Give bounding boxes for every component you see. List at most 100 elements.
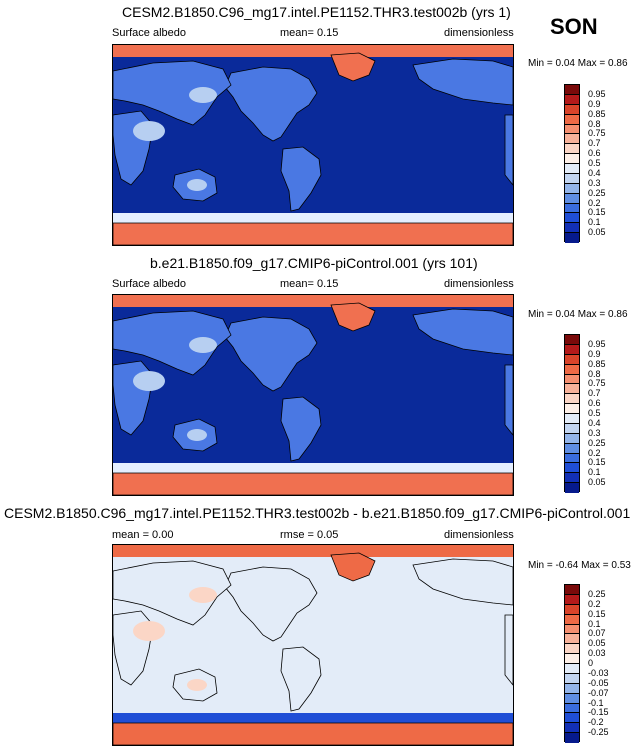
panel1-mean-label: mean= 0.15 bbox=[280, 27, 339, 39]
colorbar-swatch bbox=[565, 703, 579, 714]
colorbar-swatch bbox=[565, 453, 579, 464]
panel1-title: CESM2.B1850.C96_mg17.intel.PE1152.THR3.t… bbox=[122, 4, 511, 20]
season-label: SON bbox=[550, 14, 598, 39]
colorbar-tick-label: 0.15 bbox=[588, 608, 606, 619]
colorbar-swatch bbox=[565, 664, 579, 674]
colorbar-tick-label: 0.25 bbox=[588, 588, 606, 599]
australia-patch bbox=[187, 179, 207, 191]
colorbar-tick-label: 0.1 bbox=[588, 467, 601, 478]
colorbar-swatch bbox=[565, 624, 579, 635]
colorbar-swatch bbox=[565, 203, 579, 214]
panel1-colorbar bbox=[564, 84, 580, 243]
colorbar-swatch bbox=[565, 394, 579, 405]
central-asia-patch bbox=[189, 337, 217, 353]
colorbar-tick-label: -0.15 bbox=[588, 707, 609, 718]
colorbar-tick-label: 0.4 bbox=[588, 167, 601, 178]
colorbar-swatch bbox=[565, 594, 579, 605]
australia-patch bbox=[187, 429, 207, 441]
continent-antarctica bbox=[113, 472, 513, 495]
colorbar-swatch bbox=[565, 604, 579, 615]
panel3-map bbox=[112, 544, 514, 746]
continent-greenland bbox=[330, 302, 376, 332]
colorbar-tick-label: 0.07 bbox=[588, 628, 606, 639]
colorbar-swatch bbox=[565, 404, 579, 414]
panel1-map bbox=[112, 44, 514, 246]
sahara-patch bbox=[133, 121, 165, 141]
panel3-mean-label: mean = 0.00 bbox=[112, 529, 174, 541]
sahara-patch bbox=[133, 371, 165, 391]
colorbar-tick-label: 0.2 bbox=[588, 197, 601, 208]
panel3-units-label: dimensionless bbox=[444, 529, 514, 541]
colorbar-tick-label: 0.5 bbox=[588, 408, 601, 418]
colorbar-tick-label: 0.03 bbox=[588, 648, 606, 659]
colorbar-swatch bbox=[565, 374, 579, 385]
panel3-minmax: Min = -0.64 Max = 0.53 bbox=[528, 560, 631, 571]
colorbar-swatch bbox=[565, 585, 579, 595]
colorbar-tick-label: -0.1 bbox=[588, 697, 604, 708]
continent-southAmerica bbox=[280, 146, 322, 212]
panel2-minmax: Min = 0.04 Max = 0.86 bbox=[528, 309, 628, 320]
continent-eurasia bbox=[113, 58, 513, 126]
panel3-rmse-label: rmse = 0.05 bbox=[280, 529, 339, 541]
central-asia-patch bbox=[189, 587, 217, 603]
southern-seaice-band bbox=[113, 713, 513, 723]
continent-africa bbox=[113, 110, 513, 186]
colorbar-swatch bbox=[565, 634, 579, 645]
colorbar-swatch bbox=[565, 733, 579, 743]
panel1-minmax: Min = 0.04 Max = 0.86 bbox=[528, 58, 628, 69]
colorbar-tick-label: 0.6 bbox=[588, 398, 601, 409]
colorbar-swatch bbox=[565, 443, 579, 454]
colorbar-tick-label: 0.95 bbox=[588, 88, 606, 99]
colorbar-swatch bbox=[565, 433, 579, 444]
panel2-variable-label: Surface albedo bbox=[112, 278, 186, 290]
colorbar-tick-label: 0.3 bbox=[588, 427, 601, 438]
colorbar-tick-label: -0.2 bbox=[588, 717, 604, 728]
colorbar-tick-label: -0.25 bbox=[588, 727, 609, 738]
colorbar-tick-label: -0.05 bbox=[588, 677, 609, 688]
panel2-units-label: dimensionless bbox=[444, 278, 514, 290]
colorbar-tick-label: -0.07 bbox=[588, 687, 609, 698]
southern-seaice-band bbox=[113, 213, 513, 223]
colorbar-swatch bbox=[565, 354, 579, 365]
colorbar-tick-label: 0.5 bbox=[588, 158, 601, 168]
colorbar-swatch bbox=[565, 94, 579, 105]
colorbar-tick-label: 0 bbox=[588, 658, 594, 668]
colorbar-swatch bbox=[565, 483, 579, 493]
colorbar-tick-label: 0.8 bbox=[588, 118, 601, 129]
colorbar-swatch bbox=[565, 463, 579, 474]
continent-africa bbox=[113, 360, 513, 436]
arctic-band bbox=[113, 295, 513, 307]
colorbar-swatch bbox=[565, 673, 579, 684]
colorbar-tick-label: 0.4 bbox=[588, 417, 601, 428]
colorbar-swatch bbox=[565, 213, 579, 224]
colorbar-swatch bbox=[565, 173, 579, 184]
colorbar-swatch bbox=[565, 335, 579, 345]
colorbar-tick-label: 0.1 bbox=[588, 217, 601, 228]
colorbar-swatch bbox=[565, 144, 579, 155]
colorbar-tick-label: -0.03 bbox=[588, 667, 609, 678]
colorbar-tick-label: 0.95 bbox=[588, 338, 606, 349]
colorbar-swatch bbox=[565, 344, 579, 355]
colorbar-tick-label: 0.05 bbox=[588, 227, 606, 238]
colorbar-tick-label: 0.05 bbox=[588, 638, 606, 649]
colorbar-swatch bbox=[565, 233, 579, 243]
colorbar-tick-label: 0.75 bbox=[588, 128, 606, 139]
panel1-units-label: dimensionless bbox=[444, 27, 514, 39]
colorbar-swatch bbox=[565, 713, 579, 724]
colorbar-swatch bbox=[565, 423, 579, 434]
panel2-colorbar bbox=[564, 334, 580, 493]
continent-northAmerica bbox=[224, 316, 318, 392]
continent-northAmerica bbox=[224, 566, 318, 642]
panel3-title: CESM2.B1850.C96_mg17.intel.PE1152.THR3.t… bbox=[4, 505, 631, 521]
continent-africa bbox=[113, 610, 513, 686]
colorbar-swatch bbox=[565, 85, 579, 95]
australia-patch bbox=[187, 679, 207, 691]
panel2-mean-label: mean= 0.15 bbox=[280, 278, 339, 290]
panel1-variable-label: Surface albedo bbox=[112, 27, 186, 39]
arctic-band bbox=[113, 545, 513, 557]
continent-greenland bbox=[330, 552, 376, 582]
colorbar-tick-label: 0.05 bbox=[588, 477, 606, 488]
colorbar-tick-label: 0.3 bbox=[588, 177, 601, 188]
continent-eurasia bbox=[113, 308, 513, 376]
colorbar-swatch bbox=[565, 164, 579, 174]
